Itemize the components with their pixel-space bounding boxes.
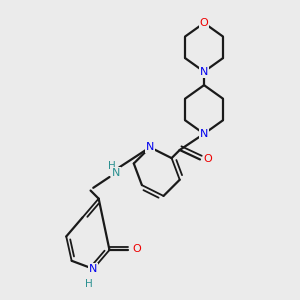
Text: N: N [200,129,208,139]
Text: O: O [200,18,208,28]
Text: H: H [85,279,93,289]
Text: N: N [200,67,208,76]
Text: N: N [89,264,98,274]
Text: N: N [146,142,154,152]
Text: O: O [204,154,212,164]
Text: H: H [108,161,116,171]
Text: N: N [112,168,120,178]
Text: O: O [132,244,141,254]
